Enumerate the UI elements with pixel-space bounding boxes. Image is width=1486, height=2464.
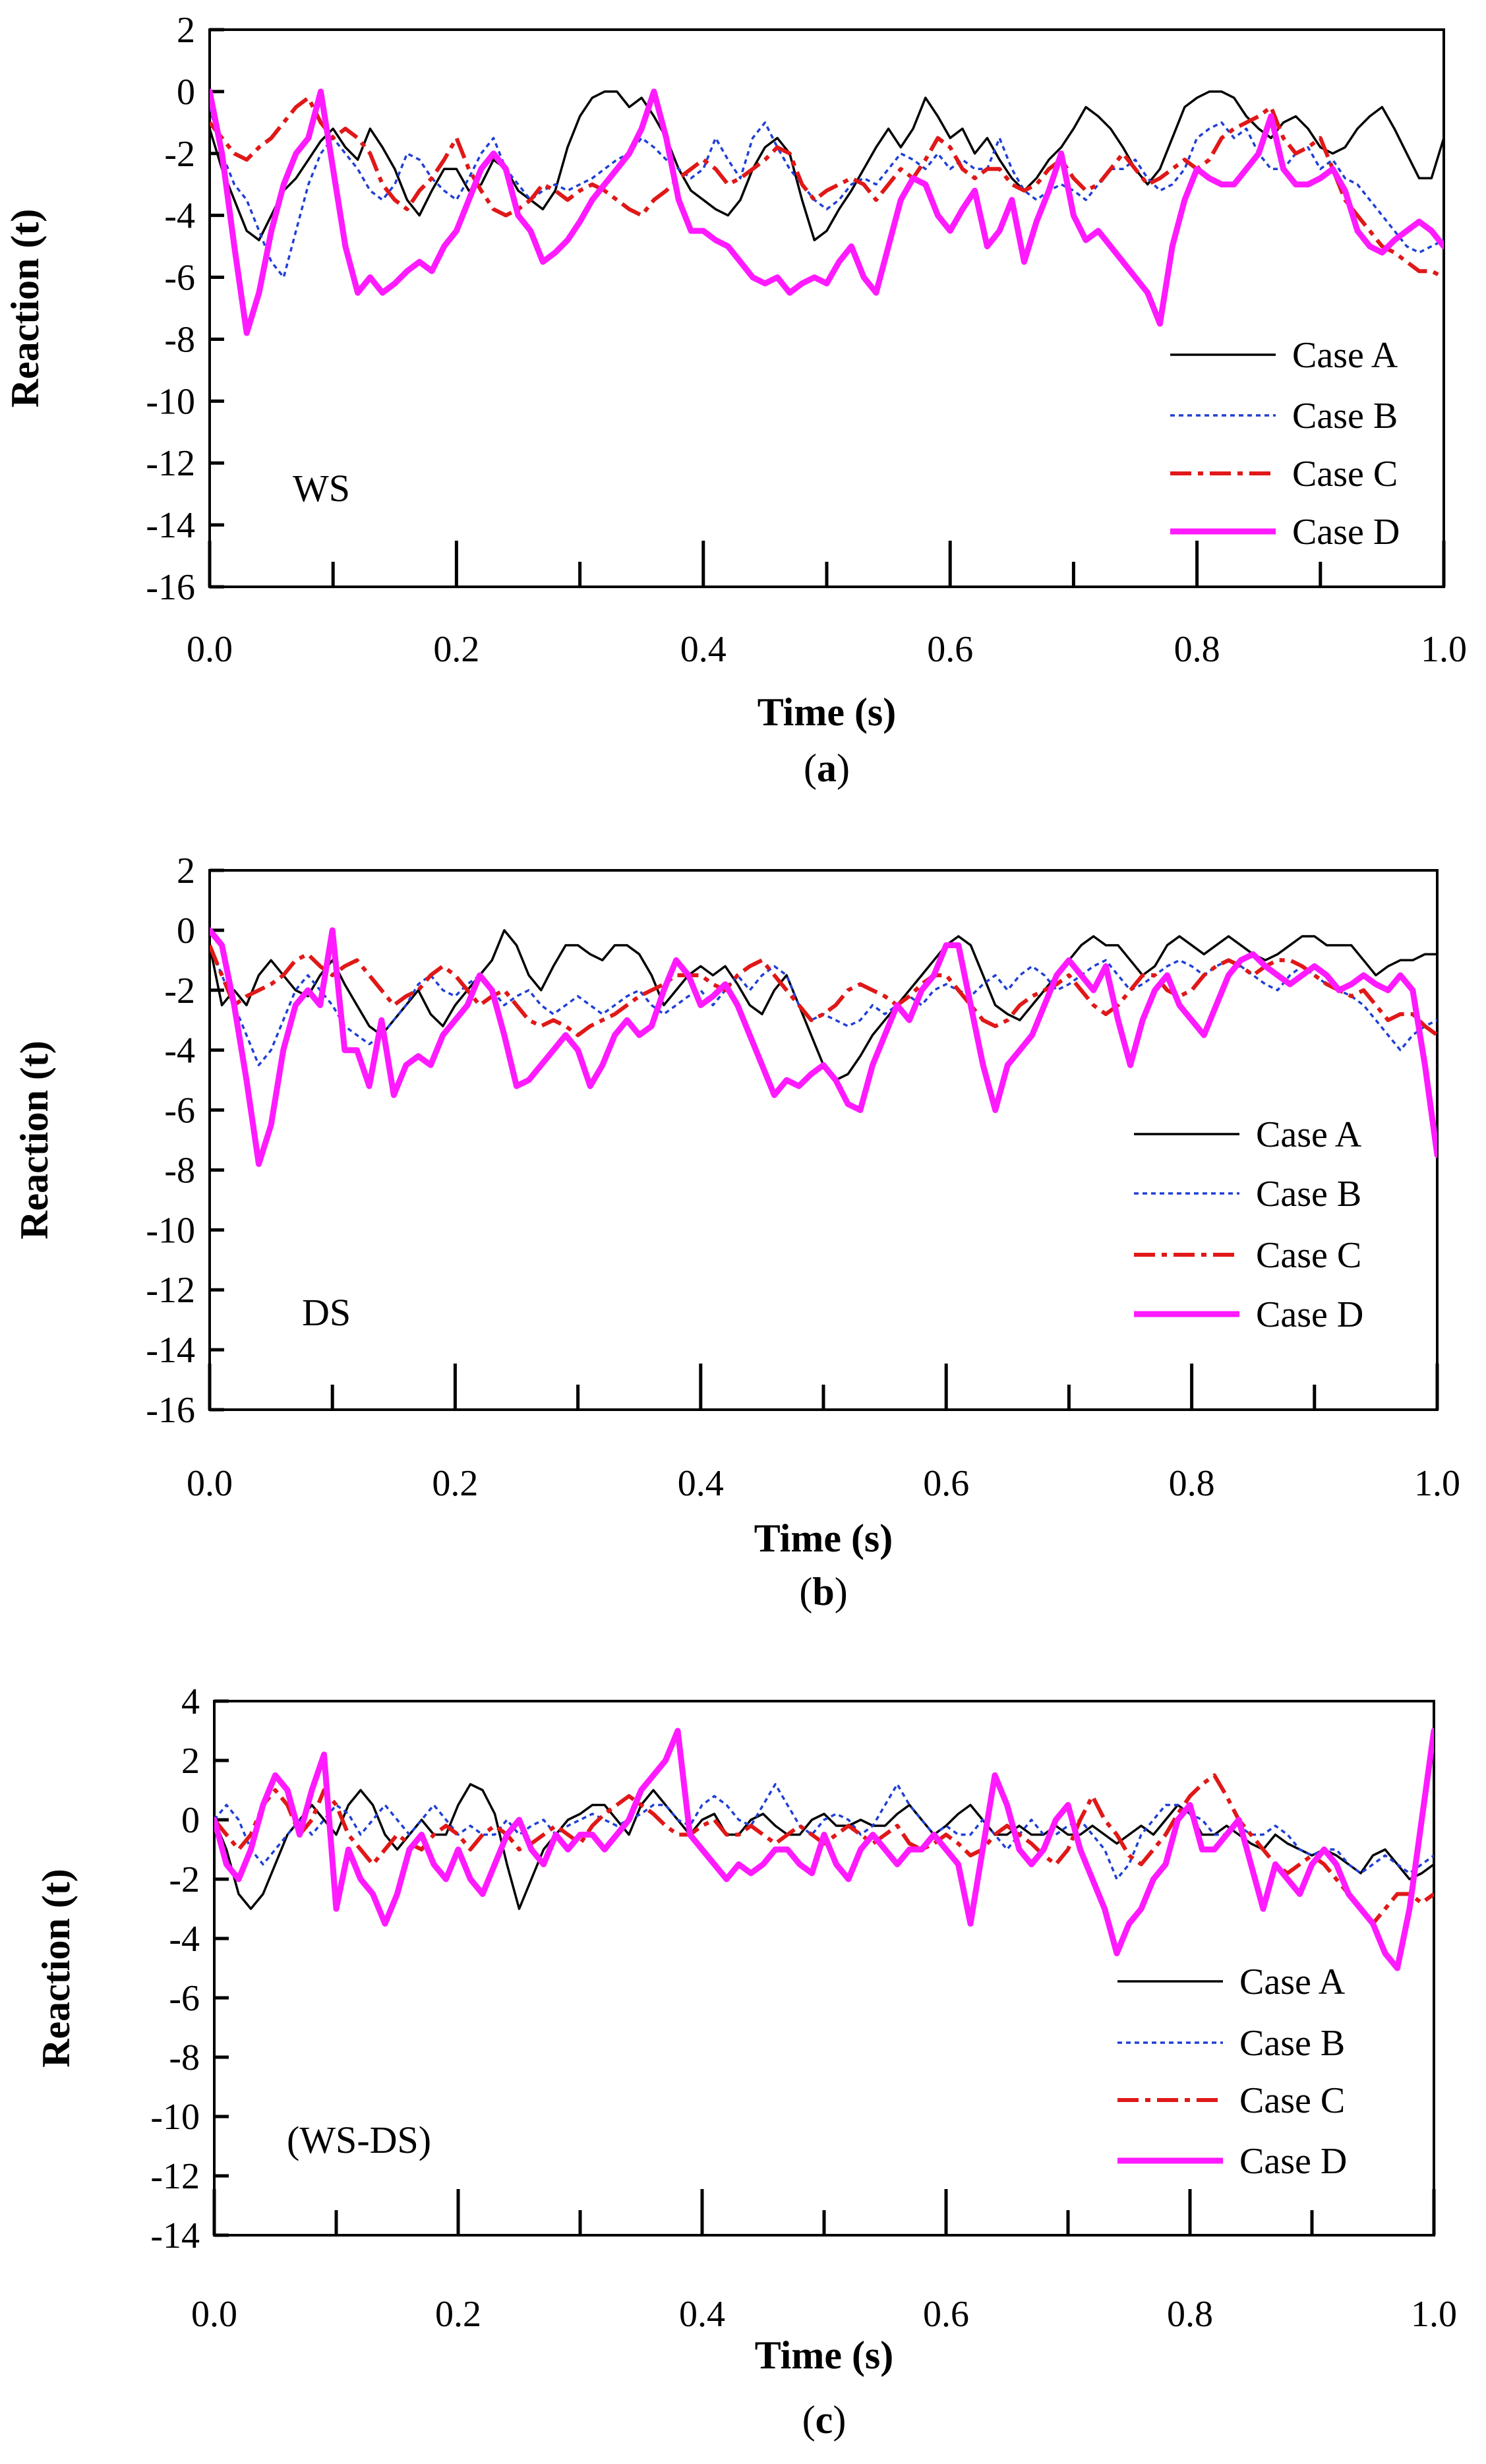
x-tick-label: 0.4 — [680, 629, 727, 670]
x-tick-label: 1.0 — [1411, 2294, 1457, 2335]
x-tick-label: 0.8 — [1169, 1463, 1215, 1504]
series-line-case-d — [214, 1728, 1434, 1971]
x-tick-label: 0.6 — [923, 1463, 969, 1504]
y-tick-label: -8 — [169, 2037, 200, 2078]
series-line-case-d — [210, 88, 1444, 336]
panel-label: (b) — [799, 1570, 847, 1613]
panel-annotation: DS — [302, 1291, 351, 1334]
y-tick-label: -8 — [164, 1150, 195, 1191]
panel-b: -16 -14 -12 -10 -8 -6 -4 -2 0 2 0.0 0.2 0.4 0.6 0.8 1.0… — [13, 851, 1460, 1613]
legend-label: Case B — [1239, 2023, 1345, 2064]
y-axis-title: Reaction (t) — [34, 1869, 78, 2068]
y-tick-label: -4 — [164, 196, 195, 237]
y-tick-label: -16 — [146, 1390, 195, 1431]
y-tick-label: -6 — [164, 1091, 195, 1131]
x-tick-label: 0.2 — [435, 2294, 481, 2335]
panel-label-letter: c — [816, 2398, 833, 2442]
y-tick-label: -12 — [150, 2156, 200, 2197]
y-tick-label: 0 — [181, 1800, 200, 1841]
y-tick-label: 2 — [177, 10, 195, 51]
x-tick-label: 0.6 — [927, 629, 973, 670]
series-line-case-c — [210, 944, 1437, 1037]
y-tick-label: -14 — [150, 2215, 200, 2256]
panel-label: (c) — [802, 2398, 847, 2442]
panel-annotation: WS — [293, 467, 350, 510]
y-tick-label: 4 — [181, 1681, 200, 1722]
y-tick-label: 2 — [177, 851, 195, 891]
x-tick-label: 0.0 — [191, 2294, 237, 2335]
x-tick-label: 0.2 — [432, 1463, 478, 1504]
panel-annotation: (WS-DS) — [287, 2118, 431, 2161]
y-tick-label: -16 — [146, 567, 195, 608]
y-axis-title: Reaction (t) — [3, 209, 47, 408]
legend-label: Case C — [1239, 2080, 1345, 2121]
y-tick-label: 0 — [177, 911, 195, 951]
x-axis-title: Time (s) — [758, 690, 897, 734]
x-tick-label: 0.4 — [678, 1463, 724, 1504]
y-tick-label: -4 — [169, 1919, 200, 1960]
legend-label: Case C — [1292, 454, 1398, 495]
series-line-case-c — [210, 96, 1444, 280]
y-tick-label: -12 — [146, 1270, 195, 1311]
series-line-case-b — [210, 106, 1444, 279]
y-tick-label: -12 — [146, 443, 195, 484]
y-tick-label: -14 — [146, 505, 195, 546]
series-line-case-b — [210, 944, 1437, 1067]
x-tick-label: 0.0 — [187, 629, 233, 670]
x-tick-label: 0.4 — [679, 2294, 725, 2335]
panel-label-letter: a — [817, 746, 837, 790]
y-tick-label: -6 — [169, 1978, 200, 2019]
y-tick-label: -2 — [164, 134, 195, 175]
x-axis-title: Time (s) — [755, 2333, 894, 2377]
y-tick-label: -10 — [146, 381, 195, 422]
y-tick-label: -2 — [169, 1859, 200, 1900]
panel-label-letter: b — [812, 1570, 834, 1613]
legend-label: Case B — [1256, 1174, 1361, 1215]
x-tick-label: 0.2 — [433, 629, 479, 670]
legend-label: Case A — [1239, 1962, 1346, 2002]
legend-label: Case D — [1256, 1294, 1363, 1335]
series-line-case-a — [210, 90, 1444, 241]
panel-a: -16 -14 -12 -10 -8 -6 -4 -2 0 2 0.0 0.2 0.4 0.6 0.8 1.0… — [3, 10, 1467, 790]
y-axis-title: Reaction (t) — [13, 1040, 56, 1240]
panel-label: (a) — [804, 746, 850, 790]
y-tick-label: 2 — [181, 1741, 200, 1782]
series-group — [210, 927, 1437, 1167]
legend-label: Case D — [1292, 512, 1400, 553]
series-group — [214, 1728, 1434, 1971]
legend-label: Case C — [1256, 1235, 1361, 1276]
x-axis-title: Time (s) — [754, 1517, 893, 1560]
y-tick-label: 0 — [177, 72, 195, 113]
y-tick-label: -14 — [146, 1330, 195, 1371]
panel-c: -14 -12 -10 -8 -6 -4 -2 0 2 4 0.0 0.2 0.4 0.6 0.8 1.0 Ti… — [34, 1681, 1457, 2442]
legend-label: Case B — [1292, 396, 1398, 436]
x-tick-label: 1.0 — [1414, 1463, 1460, 1504]
series-group — [210, 88, 1444, 336]
legend-label: Case A — [1256, 1114, 1362, 1155]
y-tick-label: -8 — [164, 319, 195, 360]
x-tick-label: 0.0 — [187, 1463, 233, 1504]
y-tick-label: -10 — [146, 1210, 195, 1251]
x-tick-label: 1.0 — [1421, 629, 1467, 670]
y-tick-label: -2 — [164, 971, 195, 1011]
x-tick-label: 0.6 — [923, 2294, 969, 2335]
series-line-case-d — [210, 927, 1437, 1167]
plot-frame — [208, 28, 1445, 588]
legend-label: Case D — [1239, 2141, 1347, 2182]
y-tick-label: -4 — [164, 1031, 195, 1071]
x-tick-label: 0.8 — [1174, 629, 1220, 670]
x-tick-label: 0.8 — [1167, 2294, 1213, 2335]
y-tick-label: -10 — [150, 2097, 200, 2138]
y-tick-label: -6 — [164, 258, 195, 299]
legend-label: Case A — [1292, 335, 1398, 376]
